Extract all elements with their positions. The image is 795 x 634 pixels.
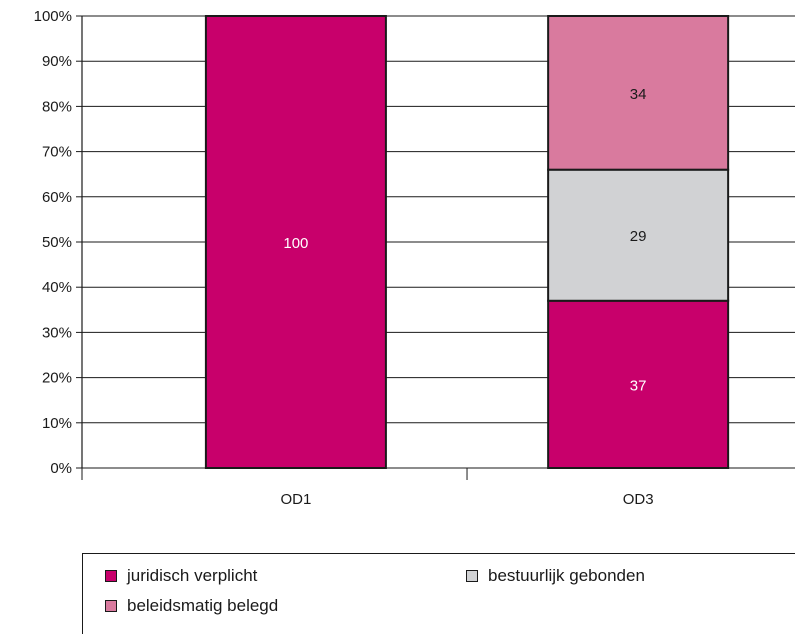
data-label: 100 [283, 235, 308, 252]
legend-item-bestuurlijk-gebonden: bestuurlijk gebonden [466, 566, 645, 586]
y-tick-label: 100% [34, 8, 72, 25]
y-tick-label: 0% [50, 460, 72, 477]
bar-segment [547, 299, 730, 470]
legend-item-juridisch-verplicht: juridisch verplicht [105, 566, 257, 586]
y-tick-label: 40% [42, 279, 72, 296]
y-tick-label: 20% [42, 370, 72, 387]
bar-segment [204, 15, 387, 469]
data-label: 37 [630, 377, 647, 394]
legend-swatch [105, 600, 117, 612]
legend-label: beleidsmatig belegd [127, 596, 279, 615]
y-tick-label: 10% [42, 415, 72, 432]
stacked-bar-chart: 0% 10% 20% 30% 40% 50% 60% 70% 80% 90% 100% 100 OD1 3… [34, 8, 795, 508]
y-tick-label: 60% [42, 189, 72, 206]
legend: juridisch verplicht bestuurlijk gebonden… [82, 553, 795, 634]
bar-segment [547, 15, 730, 171]
data-label: 34 [630, 86, 647, 103]
y-tick-label: 80% [42, 98, 72, 115]
y-tick-label: 50% [42, 234, 72, 251]
legend-label: juridisch verplicht [127, 566, 258, 585]
labels: 0% 10% 20% 30% 40% 50% 60% 70% 80% 90% 100% 100 OD1 3… [34, 8, 654, 508]
legend-label: bestuurlijk gebonden [488, 566, 645, 585]
data-label: 29 [630, 228, 647, 245]
y-tick-label: 30% [42, 324, 72, 341]
legend-item-beleidsmatig-belegd: beleidsmatig belegd [105, 596, 278, 616]
legend-swatch [466, 570, 478, 582]
x-category-label: OD3 [623, 491, 654, 508]
x-category-label: OD1 [280, 491, 311, 508]
legend-swatch [105, 570, 117, 582]
bars [204, 15, 730, 470]
y-tick-label: 90% [42, 53, 72, 70]
axes [76, 15, 468, 480]
bar-segment [547, 168, 730, 302]
y-tick-label: 70% [42, 144, 72, 161]
